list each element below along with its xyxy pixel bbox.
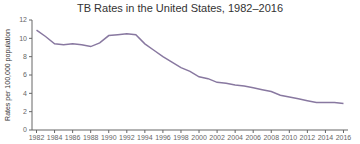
svg-text:2004: 2004 [227,134,243,141]
svg-text:1998: 1998 [173,134,189,141]
svg-text:10: 10 [19,35,27,42]
svg-text:2000: 2000 [191,134,207,141]
svg-text:1992: 1992 [119,134,135,141]
html-text:TB Rates in the United States,: TB Rates in the United States, 1982–2016 [77,2,283,14]
svg-text:8: 8 [23,53,27,60]
svg-text:1996: 1996 [155,134,171,141]
svg-text:2008: 2008 [263,134,279,141]
svg-text:1994: 1994 [137,134,153,141]
svg-text:12: 12 [19,16,27,23]
svg-text:2: 2 [23,108,27,115]
svg-text:6: 6 [23,71,27,78]
svg-text:2002: 2002 [209,134,225,141]
svg-text:2014: 2014 [318,134,334,141]
svg-text:1988: 1988 [83,134,99,141]
svg-text:2006: 2006 [245,134,261,141]
svg-text:2012: 2012 [300,134,316,141]
svg-text:1986: 1986 [65,134,81,141]
svg-text:0: 0 [23,126,27,133]
svg-text:1982: 1982 [29,134,45,141]
svg-text:Rates per 100,000 population: Rates per 100,000 population [8,29,12,121]
svg-text:4: 4 [23,90,27,97]
svg-text:2010: 2010 [282,134,298,141]
svg-text:1990: 1990 [101,134,117,141]
svg-text:2016: 2016 [336,134,352,141]
svg-text:1984: 1984 [47,134,63,141]
